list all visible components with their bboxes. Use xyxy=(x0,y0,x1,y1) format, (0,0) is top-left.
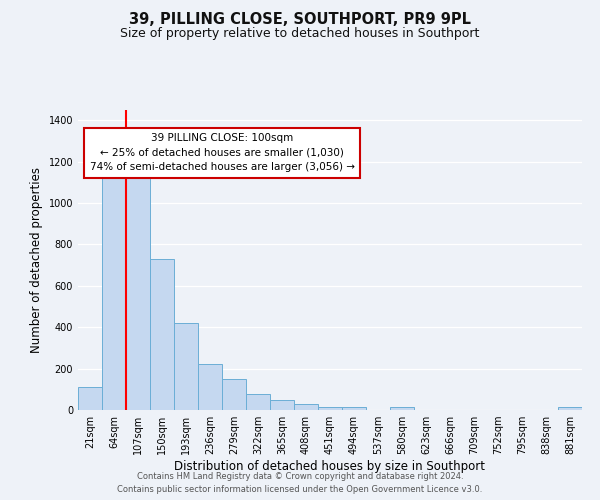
Text: Contains HM Land Registry data © Crown copyright and database right 2024.: Contains HM Land Registry data © Crown c… xyxy=(137,472,463,481)
Text: Contains public sector information licensed under the Open Government Licence v3: Contains public sector information licen… xyxy=(118,485,482,494)
Bar xyxy=(102,171,126,410)
Y-axis label: Number of detached properties: Number of detached properties xyxy=(30,167,43,353)
Bar xyxy=(390,407,414,410)
Bar xyxy=(222,379,246,410)
Text: Size of property relative to detached houses in Southport: Size of property relative to detached ho… xyxy=(121,28,479,40)
Bar xyxy=(198,364,222,410)
Bar xyxy=(174,323,198,410)
Bar xyxy=(342,407,366,410)
Text: 39 PILLING CLOSE: 100sqm
← 25% of detached houses are smaller (1,030)
74% of sem: 39 PILLING CLOSE: 100sqm ← 25% of detach… xyxy=(89,133,355,172)
Bar xyxy=(126,173,150,410)
X-axis label: Distribution of detached houses by size in Southport: Distribution of detached houses by size … xyxy=(175,460,485,473)
Bar xyxy=(78,387,102,410)
Bar xyxy=(150,259,174,410)
Bar xyxy=(294,404,318,410)
Bar xyxy=(558,407,582,410)
Bar xyxy=(246,394,270,410)
Text: 39, PILLING CLOSE, SOUTHPORT, PR9 9PL: 39, PILLING CLOSE, SOUTHPORT, PR9 9PL xyxy=(129,12,471,28)
Bar xyxy=(270,400,294,410)
Bar xyxy=(318,407,342,410)
